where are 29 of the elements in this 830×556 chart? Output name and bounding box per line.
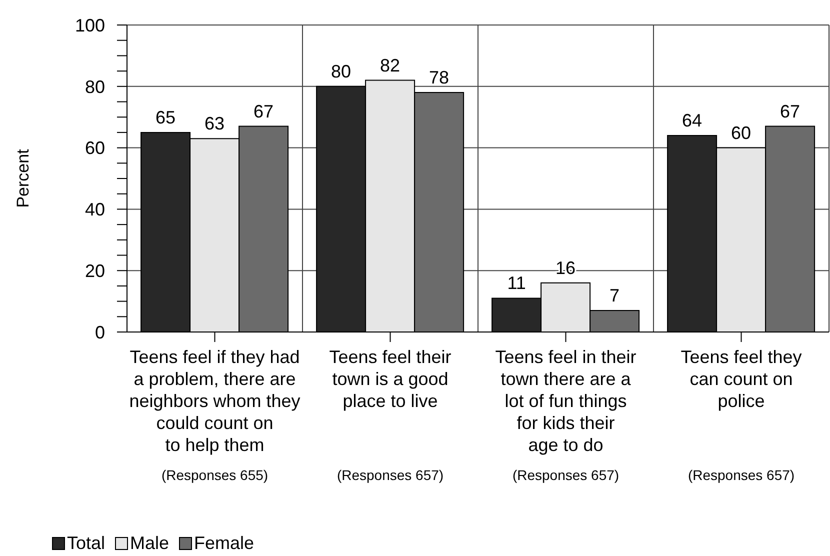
legend-label: Male <box>130 533 170 553</box>
data-label: 67 <box>780 101 800 122</box>
data-label: 63 <box>204 114 225 134</box>
data-label: 78 <box>429 68 450 88</box>
text: (Responses 655) <box>160 467 270 483</box>
y-tick-label: 40 <box>84 200 105 220</box>
y-tick-label: 0 <box>94 322 105 342</box>
data-label: 7 <box>610 286 620 306</box>
data-label: 11 <box>507 273 526 294</box>
y-tick-label: 60 <box>84 138 105 158</box>
data-label: 82 <box>380 55 400 76</box>
data-label: 67 <box>254 101 274 122</box>
text: (Responses 657) <box>336 467 445 483</box>
x-tick-label: Teens feel if they had a problem, there are neighbors whom they could count on to help them <box>129 347 300 455</box>
y-tick-label: 100 <box>74 15 105 36</box>
y-tick-label: 20 <box>84 260 105 281</box>
data-label: 80 <box>331 61 352 82</box>
legend-label: Total <box>67 533 106 553</box>
x-tick-label: Teens feel their town is a good place to live <box>329 347 452 411</box>
y-tick-label: 80 <box>84 76 105 97</box>
y-axis-title: Percent <box>14 148 32 208</box>
x-tick-label: Teens feel in their town there are a lot of fun things for kids their age to do <box>495 347 636 455</box>
text: (Responses 657) <box>511 467 620 483</box>
data-label: 65 <box>156 107 176 128</box>
text: (Responses 657) <box>686 467 796 483</box>
x-tick-label: Teens feel they can count on police <box>680 347 802 411</box>
data-label: 60 <box>731 122 752 143</box>
data-label: 64 <box>682 110 702 131</box>
legend-label: Female <box>194 533 254 553</box>
